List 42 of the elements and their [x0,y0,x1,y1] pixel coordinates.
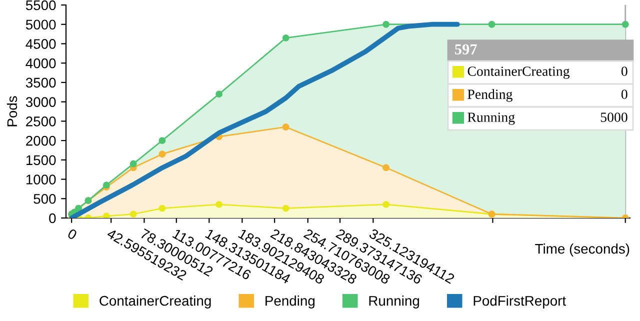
annotation: 5000 [600,112,628,122]
y-tick-label: 1500 [26,155,56,166]
point [158,204,166,212]
annotation: 0 [621,90,628,99]
legend-label: Running [369,296,420,308]
y-tick-label: 500 [34,194,56,204]
point [216,200,223,208]
point [158,150,166,158]
annotation: 597 [455,44,477,54]
legend-label: ContainerCreating [100,296,211,308]
annotation: ContainerCreating [468,66,570,79]
y-tick-label: 1000 [26,174,56,184]
y-tick-label: 3000 [26,97,56,107]
legend-label: Pending [266,296,314,308]
y-tick-label: 3500 [26,78,56,88]
y-tick-label: 4000 [26,58,56,68]
point [282,34,290,42]
y-tick-label: 2500 [26,116,56,126]
y-axis-title: Pods [6,96,18,126]
annotation: Running [468,112,515,125]
y-tick-label: 5000 [26,20,56,30]
y-tick-label: 4500 [26,39,56,49]
point [216,90,223,98]
point [102,212,110,218]
legend-label: PodFirstReport [474,296,566,308]
y-tick-label: 2000 [26,136,56,146]
annotation: 0 [621,66,628,76]
point [488,20,496,28]
point [282,204,290,212]
point [382,200,390,208]
x-axis-title: Time (seconds) [535,244,630,256]
x-tick-label: 0 [66,228,78,240]
point [282,124,290,130]
point [158,137,166,144]
y-tick-label: 0 [49,213,56,224]
annotation: Pending [468,89,512,102]
point [130,160,137,168]
point [622,20,629,28]
point [382,164,390,172]
point [382,20,390,28]
point [130,210,137,218]
y-tick-label: 5500 [26,0,56,10]
